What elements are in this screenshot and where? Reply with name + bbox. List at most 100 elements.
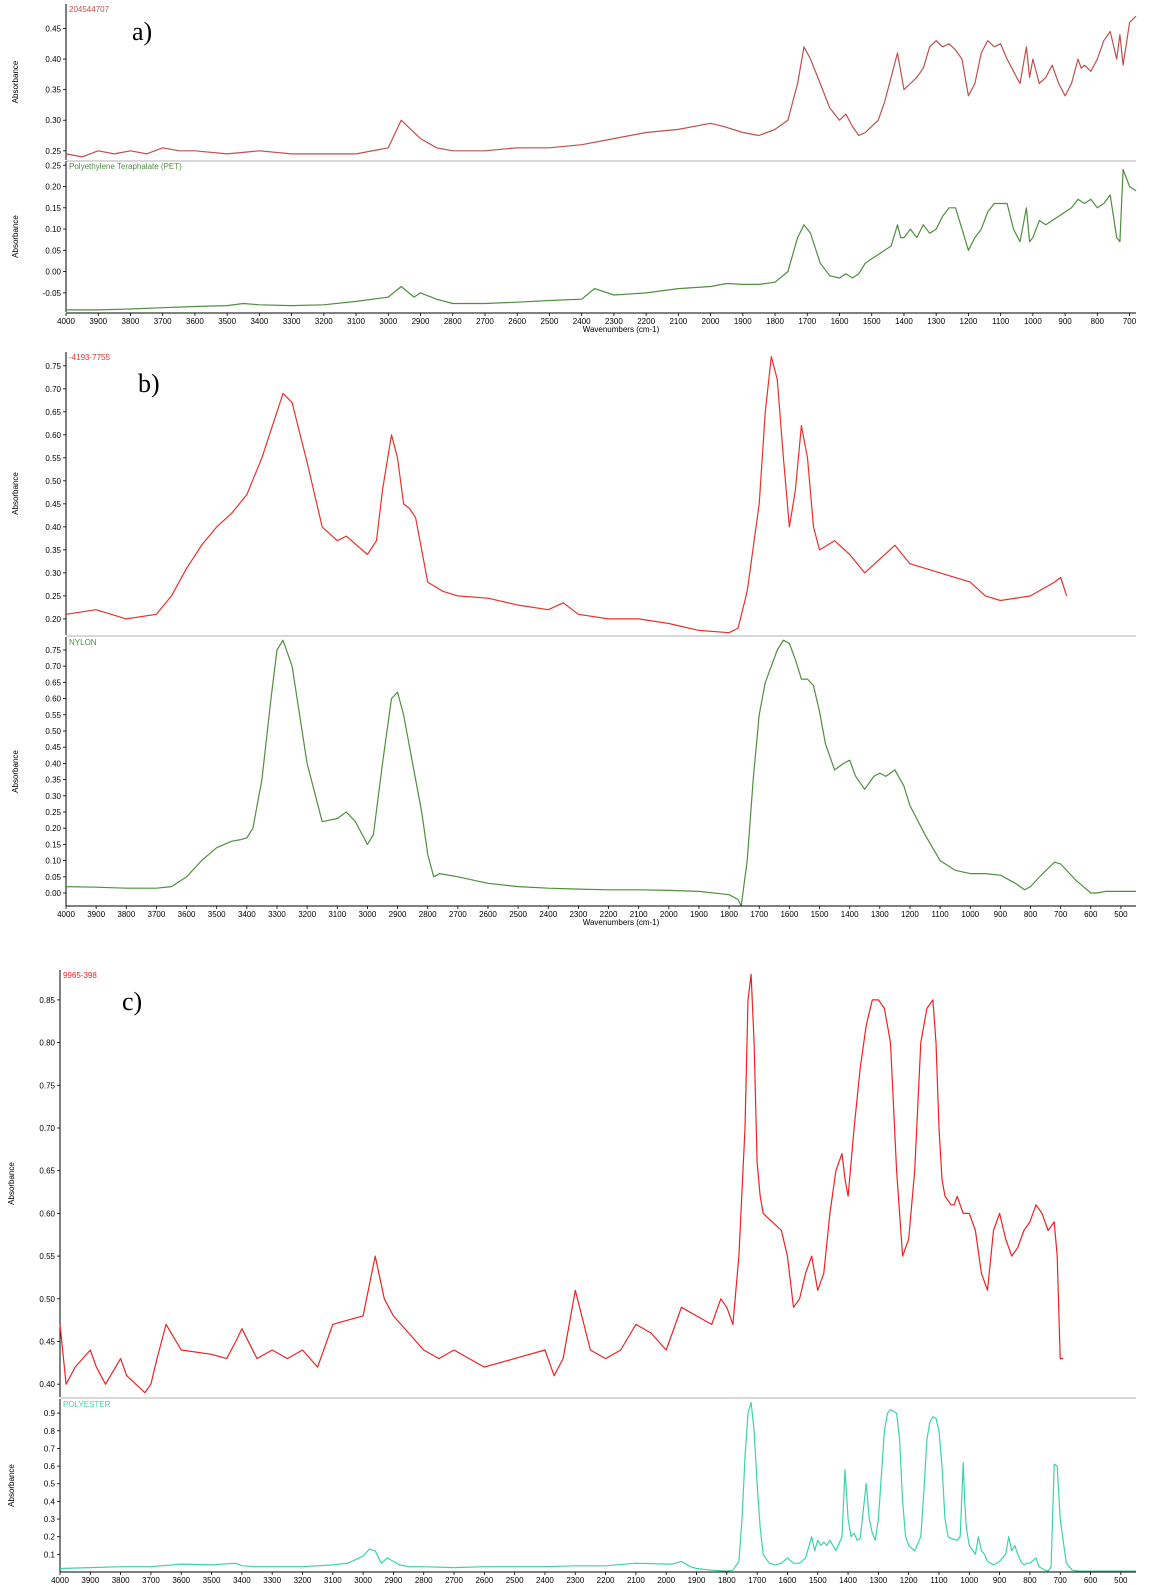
panel-3: c)0.400.450.500.550.600.650.700.750.800.… <box>7 970 1136 1585</box>
x-tick-label: 2400 <box>536 1576 554 1585</box>
x-tick-label: 1400 <box>895 317 913 326</box>
x-tick-label: 2900 <box>412 317 430 326</box>
y-tick-label: 0.9 <box>44 1409 56 1418</box>
series-name: Polyethylene Teraphalate (PET) <box>69 162 182 171</box>
y-tick-label: 0.70 <box>45 662 61 671</box>
y-tick-label: 0.65 <box>39 1167 55 1176</box>
y-tick-label: 0.35 <box>45 86 61 95</box>
y-tick-label: 0.8 <box>44 1427 56 1436</box>
y-tick-label: 0.60 <box>45 695 61 704</box>
x-tick-label: 600 <box>1084 910 1098 919</box>
y-tick-label: 0.1 <box>44 1550 56 1559</box>
x-tick-label: 2500 <box>541 317 559 326</box>
y-tick-label: 0.60 <box>39 1209 55 1218</box>
x-tick-label: 1100 <box>930 1576 948 1585</box>
x-tick-label: 4000 <box>57 317 75 326</box>
subplot-2: 0.00 0.05 0.10 0.15 0.20 0.25 0.30 0.35 0.40 0.45… <box>11 637 1136 907</box>
x-tick-label: 600 <box>1084 1576 1098 1585</box>
y-tick-label: 0.75 <box>45 362 61 371</box>
y-tick-label: 0.50 <box>39 1295 55 1304</box>
subplot-1: 0.20 0.25 0.30 0.35 0.40 0.45 0.50 0.55 0.60 0.65… <box>11 352 1136 637</box>
y-tick-label: 0.85 <box>39 996 55 1005</box>
x-tick-label: 1600 <box>779 1576 797 1585</box>
x-tick-label: 1200 <box>900 1576 918 1585</box>
subplot-1: 0.25 0.30 0.35 0.40 0.45 Absorbance 204544707 <box>11 4 1137 162</box>
panel-label: a) <box>132 17 152 46</box>
y-tick-label: 0.70 <box>45 385 61 394</box>
x-tick-label: 1800 <box>718 1576 736 1585</box>
x-tick-label: 1600 <box>831 317 849 326</box>
x-tick-label: 2600 <box>508 317 526 326</box>
y-tick-label: 0.45 <box>45 24 61 33</box>
x-tick-label: 1200 <box>901 910 919 919</box>
panel-label: b) <box>138 369 160 398</box>
subplot-2: 0.1 0.2 0.3 0.4 0.5 0.6 0.7 0.8 0.9 Absorbance POL… <box>7 1399 1136 1572</box>
y-tick-label: 0.40 <box>45 759 61 768</box>
y-tick-label: 0.15 <box>45 204 61 213</box>
x-tick-label: 1000 <box>961 910 979 919</box>
x-tick-label: 3900 <box>81 1576 99 1585</box>
x-tick-label: 2400 <box>573 317 591 326</box>
x-tick-label: 1700 <box>750 910 768 919</box>
y-tick-label: 0.45 <box>45 500 61 509</box>
x-tick-label: 3300 <box>268 910 286 919</box>
x-tick-label: 1700 <box>798 317 816 326</box>
y-tick-label: 0.10 <box>45 225 61 234</box>
x-tick-label: 1000 <box>960 1576 978 1585</box>
x-tick-label: 3000 <box>359 910 377 919</box>
y-axis-label: Absorbance <box>7 1464 16 1507</box>
x-tick-label: 2100 <box>627 1576 645 1585</box>
series-name: POLYESTER <box>63 1400 111 1409</box>
y-tick-label: 0.10 <box>45 857 61 866</box>
x-tick-label: 2500 <box>506 1576 524 1585</box>
y-tick-label: 0.60 <box>45 431 61 440</box>
x-tick-label: 1100 <box>931 910 949 919</box>
y-tick-label: 0.35 <box>45 546 61 555</box>
x-tick-label: 3400 <box>233 1576 251 1585</box>
x-tick-label: 1400 <box>841 910 859 919</box>
x-tick-label: 1800 <box>720 910 738 919</box>
y-tick-label: 0.5 <box>44 1480 56 1489</box>
x-tick-label: 3400 <box>250 317 268 326</box>
y-axis-label: Absorbance <box>11 472 20 515</box>
x-tick-label: 3600 <box>186 317 204 326</box>
x-tick-label: 3800 <box>117 910 135 919</box>
x-tick-label: 500 <box>1114 1576 1128 1585</box>
x-tick-label: 3900 <box>87 910 105 919</box>
x-tick-label: 700 <box>1123 317 1137 326</box>
series-line <box>59 1401 1136 1572</box>
y-tick-label: 0.80 <box>39 1039 55 1048</box>
series-name: 204544707 <box>69 5 110 14</box>
x-tick-label: 2200 <box>600 910 618 919</box>
x-tick-label: 700 <box>1054 1576 1068 1585</box>
x-tick-label: 2000 <box>657 1576 675 1585</box>
y-tick-label: 0.6 <box>44 1462 56 1471</box>
x-tick-label: 3600 <box>172 1576 190 1585</box>
x-tick-label: 3600 <box>178 910 196 919</box>
x-tick-label: 3700 <box>142 1576 160 1585</box>
subplot-2: -0.05 0.00 0.05 0.10 0.15 0.20 0.25 Absorbance P… <box>11 161 1137 312</box>
x-tick-label: 2500 <box>509 910 527 919</box>
x-tick-label: 1300 <box>927 317 945 326</box>
panel-label: c) <box>122 987 142 1016</box>
x-tick-label: 1200 <box>960 317 978 326</box>
x-tick-label: 1100 <box>992 317 1010 326</box>
x-tick-label: 2000 <box>702 317 720 326</box>
x-tick-label: 1000 <box>1024 317 1042 326</box>
x-tick-label: 3000 <box>379 317 397 326</box>
x-tick-label: 1900 <box>688 1576 706 1585</box>
x-tick-label: 1300 <box>871 910 889 919</box>
x-tick-label: 2000 <box>660 910 678 919</box>
x-tick-label: 3500 <box>203 1576 221 1585</box>
x-tick-label: 3400 <box>238 910 256 919</box>
x-tick-label: 2100 <box>630 910 648 919</box>
y-tick-label: 0.70 <box>39 1124 55 1133</box>
x-tick-label: 2200 <box>637 317 655 326</box>
x-tick-label: 3300 <box>283 317 301 326</box>
y-axis-label: Absorbance <box>11 750 20 793</box>
x-tick-label: 2600 <box>479 910 497 919</box>
y-axis-label: Absorbance <box>7 1162 16 1205</box>
x-tick-label: 800 <box>1023 1576 1037 1585</box>
x-tick-label: 2300 <box>569 910 587 919</box>
